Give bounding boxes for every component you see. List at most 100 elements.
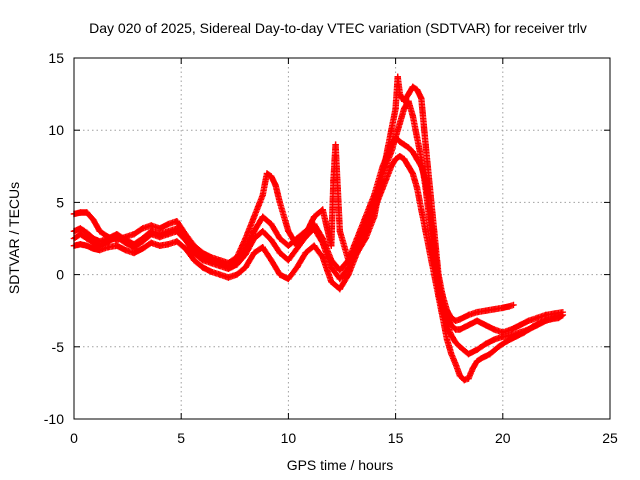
data-point (165, 220, 172, 228)
data-point (90, 245, 97, 252)
data-point (310, 213, 318, 221)
x-tick-label: 5 (177, 430, 185, 446)
data-point (452, 339, 459, 346)
x-tick-label: 10 (281, 430, 297, 446)
data-point (426, 206, 434, 213)
data-point (173, 238, 181, 245)
data-point (83, 242, 91, 249)
data-point (285, 242, 292, 249)
data-point (392, 105, 399, 112)
data-point (328, 242, 335, 249)
y-tick-label: -10 (44, 411, 64, 427)
data-point (77, 209, 84, 216)
data-point (233, 258, 241, 265)
data-point (173, 217, 181, 225)
data-point (370, 191, 378, 199)
data-point (508, 326, 515, 333)
data-point (435, 278, 442, 286)
data-point (525, 326, 532, 333)
data-point (409, 112, 416, 119)
data-point (525, 317, 532, 325)
y-axis-label: SDTVAR / TECUs (6, 182, 22, 294)
data-point (400, 141, 408, 148)
data-point (336, 285, 344, 293)
data-point (250, 228, 258, 235)
data-point (448, 350, 455, 358)
data-point (394, 73, 401, 80)
data-point (473, 317, 481, 325)
data-point (130, 241, 138, 248)
data-point (310, 220, 318, 228)
data-point (130, 249, 138, 257)
data-point (276, 199, 284, 206)
data-point (328, 256, 335, 264)
data-point (559, 308, 567, 316)
data-point (396, 138, 404, 145)
data-point (259, 213, 266, 221)
data-point (328, 278, 335, 286)
data-point (491, 336, 498, 343)
data-point (516, 329, 524, 336)
data-point (396, 90, 404, 98)
data-point (418, 163, 425, 170)
data-point (551, 310, 558, 317)
data-point (276, 235, 284, 242)
data-point (456, 343, 464, 350)
data-point (190, 256, 198, 264)
data-point (400, 105, 408, 112)
data-point (478, 355, 485, 362)
data-point (491, 306, 498, 313)
y-tick-label: 15 (48, 50, 64, 66)
data-point (430, 242, 438, 249)
data-point (285, 228, 292, 235)
data-point (482, 340, 489, 348)
data-point (400, 155, 408, 163)
data-point (422, 177, 429, 184)
data-point (276, 249, 284, 257)
data-point (448, 321, 455, 329)
data-point (336, 267, 344, 274)
x-tick-label: 0 (70, 430, 78, 446)
data-point (259, 243, 266, 251)
data-point (156, 230, 163, 238)
data-point (510, 301, 517, 309)
data-point (165, 241, 172, 248)
data-point (139, 245, 146, 252)
data-point (242, 264, 249, 271)
data-point (130, 230, 138, 238)
data-point (362, 235, 369, 242)
data-point (542, 311, 549, 319)
data-point (409, 148, 416, 156)
data-point (443, 336, 451, 343)
data-point (113, 236, 121, 244)
data-point (216, 259, 223, 267)
data-point (345, 271, 352, 278)
data-point (486, 350, 494, 358)
data-point (542, 317, 549, 325)
data-point (465, 321, 472, 329)
data-point (268, 256, 275, 264)
data-point (272, 181, 279, 189)
data-point (465, 375, 472, 382)
data-point (225, 264, 232, 271)
data-point (418, 95, 425, 102)
data-point (370, 213, 378, 221)
data-point (182, 245, 189, 252)
data-point (268, 173, 275, 180)
data-point (388, 141, 395, 148)
data-point (122, 246, 129, 254)
data-point (293, 242, 301, 249)
data-point (147, 228, 155, 235)
data-point (276, 271, 284, 278)
data-point (105, 235, 112, 242)
data-point (396, 119, 404, 127)
data-point (77, 225, 84, 232)
data-point (190, 246, 198, 254)
y-tick-label: 5 (56, 194, 64, 210)
data-point (413, 134, 421, 141)
data-point (379, 163, 386, 170)
data-point (422, 141, 429, 148)
data-point (400, 98, 408, 105)
data-point (113, 230, 121, 238)
